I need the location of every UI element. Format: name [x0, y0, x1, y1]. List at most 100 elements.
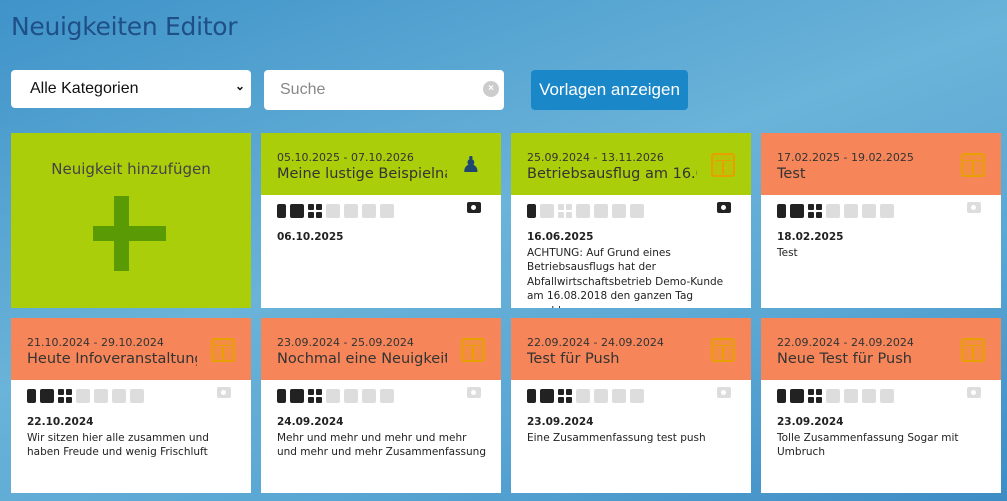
- document-icon[interactable]: [630, 204, 644, 218]
- camera-icon[interactable]: [967, 387, 981, 398]
- phone-icon[interactable]: [527, 204, 536, 218]
- play-icon[interactable]: [576, 389, 590, 403]
- phone-icon[interactable]: [777, 389, 786, 403]
- search-input[interactable]: Suche ×: [264, 70, 504, 110]
- phone-icon[interactable]: [277, 204, 286, 218]
- mail-icon[interactable]: [862, 389, 876, 403]
- card-summary: Test: [777, 246, 798, 259]
- archive-icon[interactable]: [40, 389, 54, 403]
- date-range: 25.09.2024 - 13.11.2026: [527, 151, 664, 164]
- mail-icon[interactable]: [612, 204, 626, 218]
- publish-date: 16.06.2025: [527, 231, 594, 243]
- grid-icon[interactable]: [308, 389, 322, 403]
- channel-icons: [761, 195, 1001, 225]
- show-templates-button[interactable]: Vorlagen anzeigen: [531, 70, 688, 110]
- document-icon[interactable]: [380, 204, 394, 218]
- card-summary: Wir sitzen hier alle zusammen und haben …: [27, 431, 209, 459]
- date-range: 05.10.2025 - 07.10.2026: [277, 151, 414, 164]
- document-icon[interactable]: [630, 389, 644, 403]
- camera-icon[interactable]: [967, 202, 981, 213]
- publish-date: 22.10.2024: [27, 416, 94, 428]
- category-value: Alle Kategorien: [30, 80, 139, 97]
- document-icon[interactable]: [880, 204, 894, 218]
- mail-icon[interactable]: [612, 389, 626, 403]
- news-card[interactable]: 05.10.2025 - 07.10.2026 Meine lustige Be…: [261, 133, 501, 308]
- play-icon[interactable]: [826, 389, 840, 403]
- channel-icons: [261, 380, 501, 410]
- phone-icon[interactable]: [277, 389, 286, 403]
- camera-icon[interactable]: [717, 202, 731, 213]
- card-summary: ACHTUNG: Auf Grund eines Betriebsausflug…: [527, 246, 724, 309]
- news-card[interactable]: 22.09.2024 - 24.09.2024 Neue Test für Pu…: [761, 318, 1001, 493]
- document-icon[interactable]: [130, 389, 144, 403]
- archive-icon[interactable]: [790, 389, 804, 403]
- phone-icon[interactable]: [27, 389, 36, 403]
- card-header: 22.09.2024 - 24.09.2024 Neue Test für Pu…: [761, 318, 1001, 380]
- card-header: 23.09.2024 - 25.09.2024 Nochmal eine Neu…: [261, 318, 501, 380]
- category-select[interactable]: Alle Kategorien ⌄: [11, 70, 251, 108]
- news-card[interactable]: 25.09.2024 - 13.11.2026 Betriebsausflug …: [511, 133, 751, 308]
- channel-icons: [11, 380, 251, 410]
- channel-icons: [761, 380, 1001, 410]
- mail-icon[interactable]: [862, 204, 876, 218]
- grid-icon[interactable]: [58, 389, 72, 403]
- grid-icon[interactable]: [808, 389, 822, 403]
- channel-icons: [511, 195, 751, 225]
- archive-icon[interactable]: [540, 204, 554, 218]
- plus-icon-bar: [93, 226, 166, 241]
- mail-icon[interactable]: [362, 204, 376, 218]
- card-title: Neue Test für Push: [777, 351, 912, 367]
- archive-icon[interactable]: [290, 389, 304, 403]
- archive-icon[interactable]: [790, 204, 804, 218]
- camera-icon[interactable]: [717, 387, 731, 398]
- add-news-label: Neuigkeit hinzufügen: [51, 160, 211, 178]
- megaphone-icon[interactable]: [844, 389, 858, 403]
- camera-icon[interactable]: [467, 202, 481, 213]
- date-range: 22.09.2024 - 24.09.2024: [777, 336, 914, 349]
- megaphone-icon[interactable]: [594, 389, 608, 403]
- grid-icon[interactable]: [558, 389, 572, 403]
- date-range: 17.02.2025 - 19.02.2025: [777, 151, 914, 164]
- channel-icons: [511, 380, 751, 410]
- publish-date: 23.09.2024: [777, 416, 844, 428]
- megaphone-icon[interactable]: [844, 204, 858, 218]
- news-icon: [711, 153, 735, 177]
- clear-search-icon[interactable]: ×: [483, 81, 499, 97]
- play-icon[interactable]: [576, 204, 590, 218]
- card-title: Betriebsausflug am 16.06.2025: [527, 166, 697, 182]
- news-card[interactable]: 23.09.2024 - 25.09.2024 Nochmal eine Neu…: [261, 318, 501, 493]
- card-header: 22.09.2024 - 24.09.2024 Test für Push: [511, 318, 751, 380]
- play-icon[interactable]: [326, 389, 340, 403]
- play-icon[interactable]: [326, 204, 340, 218]
- news-card[interactable]: 22.09.2024 - 24.09.2024 Test für Push 23…: [511, 318, 751, 493]
- news-card[interactable]: 17.02.2025 - 19.02.2025 Test 18.02.2025 …: [761, 133, 1001, 308]
- grid-icon[interactable]: [808, 204, 822, 218]
- play-icon[interactable]: [76, 389, 90, 403]
- play-icon[interactable]: [826, 204, 840, 218]
- document-icon[interactable]: [880, 389, 894, 403]
- card-title: Nochmal eine Neuigkeit zu: [277, 351, 447, 367]
- phone-icon[interactable]: [527, 389, 536, 403]
- megaphone-icon[interactable]: [344, 204, 358, 218]
- mail-icon[interactable]: [112, 389, 126, 403]
- megaphone-icon[interactable]: [594, 204, 608, 218]
- archive-icon[interactable]: [540, 389, 554, 403]
- card-header: 05.10.2025 - 07.10.2026 Meine lustige Be…: [261, 133, 501, 195]
- megaphone-icon[interactable]: [344, 389, 358, 403]
- card-summary: Tolle Zusammenfassung Sogar mit Umbruch: [777, 431, 959, 459]
- megaphone-icon[interactable]: [94, 389, 108, 403]
- grid-icon[interactable]: [308, 204, 322, 218]
- news-card[interactable]: 21.10.2024 - 29.10.2024 Heute Infoverans…: [11, 318, 251, 493]
- archive-icon[interactable]: [290, 204, 304, 218]
- camera-icon[interactable]: [467, 387, 481, 398]
- card-title: Meine lustige Beispielnachricht: [277, 166, 447, 182]
- phone-icon[interactable]: [777, 204, 786, 218]
- camera-icon[interactable]: [217, 387, 231, 398]
- card-summary: Eine Zusammenfassung test push: [527, 431, 706, 444]
- grid-icon[interactable]: [558, 204, 572, 218]
- date-range: 22.09.2024 - 24.09.2024: [527, 336, 664, 349]
- mail-icon[interactable]: [362, 389, 376, 403]
- document-icon[interactable]: [380, 389, 394, 403]
- add-news-card[interactable]: Neuigkeit hinzufügen: [11, 133, 251, 308]
- card-title: Test: [777, 166, 806, 182]
